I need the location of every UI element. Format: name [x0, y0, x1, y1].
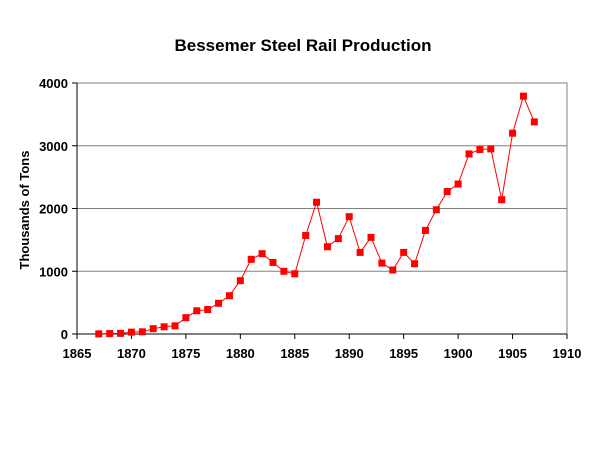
- data-point: [302, 231, 310, 239]
- x-tick-label: 1895: [389, 346, 418, 361]
- y-tick-label: 3000: [39, 139, 68, 154]
- data-point: [519, 92, 527, 100]
- y-tick-label: 1000: [39, 264, 68, 279]
- data-point: [106, 330, 114, 338]
- data-point: [345, 213, 353, 221]
- data-point: [421, 226, 429, 234]
- data-point: [476, 146, 484, 154]
- data-point: [280, 267, 288, 275]
- data-point: [291, 270, 299, 278]
- x-tick-label: 1880: [226, 346, 255, 361]
- data-point: [127, 328, 135, 336]
- data-point: [182, 314, 190, 322]
- x-axis: 1865 1870 1875 1880 1885 1890 1895 1900 1905 1910: [63, 333, 582, 361]
- y-tick-label: 2000: [39, 202, 68, 217]
- x-tick-label: 1875: [171, 346, 200, 361]
- gridlines: [77, 82, 567, 272]
- data-point: [215, 299, 223, 307]
- data-point: [432, 206, 440, 214]
- y-tick-label: 4000: [39, 76, 68, 91]
- data-point: [269, 258, 277, 266]
- x-tick-label: 1900: [444, 346, 473, 361]
- data-point: [498, 196, 506, 204]
- data-point: [117, 329, 125, 337]
- x-tick-label: 1905: [498, 346, 527, 361]
- x-tick-label: 1870: [117, 346, 146, 361]
- data-point: [225, 292, 233, 300]
- data-point: [160, 323, 168, 331]
- data-point: [171, 322, 179, 330]
- data-point: [204, 306, 212, 314]
- data-point: [443, 188, 451, 196]
- x-tick-label: 1865: [63, 346, 92, 361]
- data-point: [138, 328, 146, 336]
- data-point: [149, 325, 157, 333]
- data-point: [487, 145, 495, 153]
- data-point: [334, 235, 342, 243]
- chart-title: Bessemer Steel Rail Production: [175, 36, 432, 55]
- y-axis: 0 1000 2000 3000 4000: [39, 76, 78, 342]
- data-series: [95, 92, 538, 338]
- y-axis-label: Thousands of Tons: [17, 151, 32, 270]
- x-tick-label: 1890: [335, 346, 364, 361]
- x-tick-label: 1885: [280, 346, 309, 361]
- data-point: [247, 255, 255, 263]
- series-line: [98, 94, 535, 335]
- data-point: [530, 118, 538, 126]
- data-point: [236, 277, 244, 285]
- data-point: [400, 248, 408, 256]
- y-tick-label: 0: [61, 327, 68, 342]
- data-point: [509, 129, 517, 137]
- data-point: [258, 250, 266, 258]
- data-point: [367, 233, 375, 241]
- data-point: [313, 198, 321, 206]
- data-point: [356, 248, 364, 256]
- data-point: [454, 180, 462, 188]
- data-point: [411, 260, 419, 268]
- data-point: [193, 307, 201, 315]
- data-point: [465, 150, 473, 158]
- data-point: [378, 259, 386, 267]
- data-point: [95, 330, 103, 338]
- x-tick-label: 1910: [553, 346, 582, 361]
- data-point: [389, 266, 397, 274]
- data-point: [323, 243, 331, 251]
